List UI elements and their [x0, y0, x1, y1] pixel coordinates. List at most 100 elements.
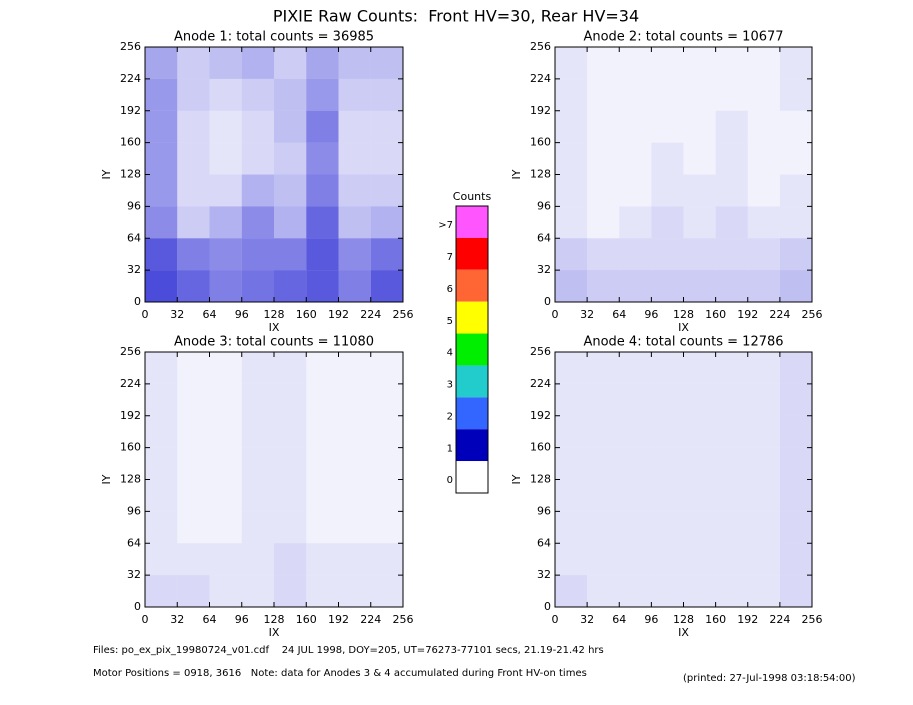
density-cell [274, 142, 307, 175]
density-cell [587, 415, 620, 448]
density-cell [145, 383, 178, 416]
density-cell [338, 238, 371, 271]
density-cell [274, 78, 307, 111]
density-cell [683, 479, 716, 512]
colorbar-cell [456, 429, 488, 462]
colorbar-cell [456, 397, 488, 430]
density-cell [370, 383, 403, 416]
density-cell [241, 110, 274, 143]
density-cell [779, 383, 812, 416]
density-cell [145, 352, 178, 384]
density-cell [177, 174, 210, 207]
y-tick-label: 0 [544, 600, 551, 613]
y-tick-label: 96 [127, 199, 141, 212]
density-cell [683, 575, 716, 607]
footer-printed: (printed: 27-Jul-1998 03:18:54:00) [683, 673, 856, 684]
density-cell [779, 47, 812, 79]
density-cell [651, 543, 684, 576]
density-cell [338, 142, 371, 175]
density-cell [177, 270, 210, 302]
y-axis-label: IY [510, 169, 523, 179]
density-cell [338, 47, 371, 79]
density-cell [209, 511, 242, 544]
x-tick-label: 128 [264, 613, 285, 626]
density-cell [747, 352, 780, 384]
density-cell [241, 447, 274, 480]
y-tick-label: 96 [537, 199, 551, 212]
density-cell [338, 415, 371, 448]
density-cell [338, 479, 371, 512]
density-cell [651, 238, 684, 271]
colorbar-label: 6 [447, 284, 453, 295]
x-tick-label: 128 [673, 308, 694, 321]
y-tick-label: 128 [120, 473, 141, 486]
density-cell [274, 543, 307, 576]
density-cell [779, 352, 812, 384]
x-tick-label: 256 [393, 308, 414, 321]
density-cell [145, 174, 178, 207]
density-cell [209, 479, 242, 512]
density-cell [306, 142, 339, 175]
density-cell [209, 447, 242, 480]
density-cell [555, 447, 588, 480]
density-cell [651, 78, 684, 111]
x-tick-label: 224 [769, 308, 790, 321]
x-tick-label: 224 [360, 613, 381, 626]
density-cell [338, 447, 371, 480]
density-cell [145, 543, 178, 576]
x-tick-label: 0 [552, 613, 559, 626]
density-cell [555, 415, 588, 448]
density-cell [145, 479, 178, 512]
panel-title: Anode 3: total counts = 11080 [174, 335, 374, 350]
density-cell [779, 78, 812, 111]
density-cell [715, 479, 748, 512]
density-cell [619, 142, 652, 175]
colorbar-cell [456, 269, 488, 302]
density-cell [619, 206, 652, 239]
density-cell [555, 575, 588, 607]
density-cell [619, 575, 652, 607]
panel-title: Anode 2: total counts = 10677 [583, 30, 783, 45]
density-cell [651, 206, 684, 239]
density-cell [209, 78, 242, 111]
density-cell [651, 110, 684, 143]
density-cell [370, 352, 403, 384]
y-tick-label: 96 [537, 504, 551, 517]
density-cell [619, 352, 652, 384]
x-tick-label: 160 [705, 308, 726, 321]
x-tick-label: 32 [580, 308, 594, 321]
density-cell [241, 575, 274, 607]
density-cell [747, 383, 780, 416]
x-axis-label: IX [678, 321, 689, 334]
colorbar-label: 4 [447, 348, 453, 359]
density-cell [683, 270, 716, 302]
density-cell [683, 415, 716, 448]
density-cell [715, 238, 748, 271]
density-cell [306, 447, 339, 480]
density-cell [779, 415, 812, 448]
x-tick-label: 256 [802, 613, 823, 626]
density-cell [715, 511, 748, 544]
density-cell [619, 270, 652, 302]
y-tick-label: 160 [530, 136, 551, 149]
colorbar-cell [456, 237, 488, 270]
density-cell [241, 479, 274, 512]
y-tick-label: 32 [127, 263, 141, 276]
x-tick-label: 96 [235, 308, 249, 321]
density-cell [274, 47, 307, 79]
x-axis-label: IX [269, 321, 280, 334]
y-tick-label: 256 [530, 345, 551, 358]
density-cell [555, 47, 588, 79]
y-tick-label: 160 [120, 136, 141, 149]
density-cell [651, 383, 684, 416]
density-cell [306, 383, 339, 416]
y-tick-label: 192 [120, 409, 141, 422]
density-cell [779, 447, 812, 480]
density-cell [747, 511, 780, 544]
density-cell [209, 575, 242, 607]
density-cell [209, 238, 242, 271]
x-tick-label: 256 [802, 308, 823, 321]
density-cell [651, 447, 684, 480]
density-cell [779, 575, 812, 607]
